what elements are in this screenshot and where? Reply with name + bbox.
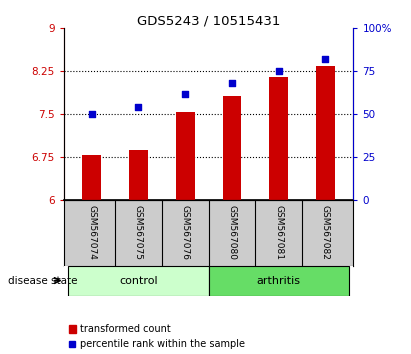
Point — [275, 68, 282, 74]
Text: disease state: disease state — [8, 275, 78, 286]
Title: GDS5243 / 10515431: GDS5243 / 10515431 — [137, 14, 280, 27]
Bar — [82, 155, 101, 200]
Text: arthritis: arthritis — [257, 275, 301, 286]
Point — [322, 56, 329, 62]
Point — [88, 111, 95, 117]
Bar — [68, 266, 209, 296]
Bar — [176, 113, 194, 200]
Text: GSM567074: GSM567074 — [87, 205, 96, 260]
Legend: transformed count, percentile rank within the sample: transformed count, percentile rank withi… — [69, 324, 245, 349]
Bar — [223, 96, 241, 200]
Text: GSM567076: GSM567076 — [181, 205, 190, 260]
Point — [229, 80, 235, 86]
Bar — [129, 150, 148, 200]
Bar — [269, 77, 288, 200]
Point — [182, 91, 189, 96]
Text: GSM567081: GSM567081 — [274, 205, 283, 260]
Bar — [209, 266, 349, 296]
Bar — [316, 65, 335, 200]
Text: GSM567075: GSM567075 — [134, 205, 143, 260]
Point — [135, 104, 142, 110]
Text: GSM567080: GSM567080 — [227, 205, 236, 260]
Text: GSM567082: GSM567082 — [321, 205, 330, 260]
Text: control: control — [119, 275, 158, 286]
